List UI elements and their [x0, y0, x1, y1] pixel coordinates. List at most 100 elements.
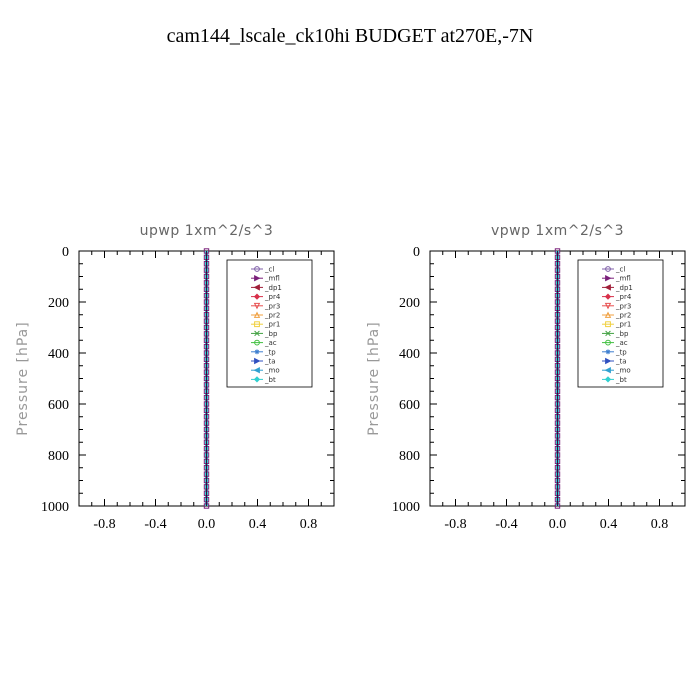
legend-item: _pr3	[602, 302, 631, 310]
legend-marker	[254, 330, 260, 337]
legend-item: _ac	[602, 339, 628, 347]
legend-marker	[254, 266, 260, 272]
legend-marker	[253, 311, 261, 318]
chart-panel-1: upwp 1xm^2/s^3 Pressure [hPa] -0.8 -0.4 0.0 0…	[15, 223, 335, 532]
legend-label: _pr2	[264, 312, 280, 320]
legend-item: _bp	[251, 330, 278, 338]
legend-marker	[605, 321, 611, 328]
legend-box	[577, 259, 664, 388]
legend-label: _ta	[264, 358, 276, 366]
legend-label: _pr3	[264, 302, 280, 310]
legend-marker	[605, 330, 611, 337]
y-tick-label: 1000	[41, 500, 69, 515]
legend-label: _dp1	[264, 284, 282, 292]
legend-label: _cl	[615, 266, 625, 274]
y-axis-label: Pressure [hPa]	[366, 321, 382, 435]
legend-label: _tp	[615, 348, 627, 356]
legend-label: _mfl	[615, 275, 631, 283]
legend-marker	[605, 274, 612, 282]
y-tick-label: 200	[48, 296, 69, 311]
legend-label: _bt	[264, 376, 276, 384]
legend-marker	[253, 284, 260, 291]
legend-item: _tp	[251, 348, 276, 356]
legend-item: _mo	[602, 367, 631, 375]
legend-item: _mfl	[602, 275, 631, 283]
x-tick-label: -0.4	[495, 517, 517, 532]
x-tick-label: -0.8	[93, 517, 115, 532]
legend-item: _ta	[602, 358, 627, 366]
legend-label: _mo	[264, 367, 280, 375]
legend-label: _pr1	[264, 321, 280, 329]
legend-item: _cl	[602, 266, 625, 274]
panel-title: upwp 1xm^2/s^3	[140, 223, 274, 239]
legend-label: _mo	[615, 367, 631, 375]
y-axis-label: Pressure [hPa]	[15, 321, 31, 435]
legend-marker	[604, 311, 612, 318]
x-tick-label: -0.4	[144, 517, 166, 532]
x-tick-label: -0.8	[444, 517, 466, 532]
y-tick-label: 400	[48, 347, 69, 362]
legend-marker	[254, 339, 260, 346]
y-tick-label: 400	[399, 347, 420, 362]
legend-marker	[253, 376, 261, 383]
x-tick-label: 0.4	[249, 517, 267, 532]
legend-marker	[254, 274, 261, 282]
legend-item: _pr4	[602, 293, 632, 301]
legend-marker	[253, 366, 260, 374]
x-tick-label: 0.8	[300, 517, 318, 532]
legend-marker	[605, 357, 612, 365]
legend-label: _bp	[615, 330, 629, 338]
legend-item: _mfl	[251, 275, 280, 283]
legend-item: _ta	[251, 358, 276, 366]
legend-label: _dp1	[615, 284, 633, 292]
x-tick-label: 0.8	[651, 517, 669, 532]
y-tick-label: 200	[399, 296, 420, 311]
legend-item: _pr3	[251, 302, 280, 310]
legend-label: _pr4	[615, 293, 632, 301]
legend-item: _pr1	[251, 321, 280, 329]
legend-marker	[604, 284, 611, 291]
legend-item: _bt	[251, 376, 276, 384]
legend-item: _mo	[251, 367, 280, 375]
legend-item: _pr4	[251, 293, 281, 301]
legend-item: _cl	[251, 266, 274, 274]
legend-item: _pr1	[602, 321, 631, 329]
legend-marker	[604, 376, 612, 383]
legend-label: _bp	[264, 330, 278, 338]
legend: _cl_mfl_dp1_pr4_pr3_pr2_pr1_bp_ac_tp_ta_…	[577, 259, 664, 388]
legend-marker	[253, 302, 261, 310]
legend: _cl_mfl_dp1_pr4_pr3_pr2_pr1_bp_ac_tp_ta_…	[226, 259, 313, 388]
legend-marker	[604, 366, 611, 374]
legend-label: _pr2	[615, 312, 631, 320]
legend-marker	[254, 321, 260, 328]
legend-label: _bt	[615, 376, 627, 384]
x-tick-label: 0.0	[549, 517, 567, 532]
legend-marker	[605, 266, 611, 272]
legend-label: _tp	[264, 348, 276, 356]
legend-marker	[254, 357, 261, 365]
legend-item: _bp	[602, 330, 629, 338]
y-tick-label: 1000	[392, 500, 420, 515]
legend-label: _pr1	[615, 321, 631, 329]
legend-box	[226, 259, 313, 388]
y-tick-label: 800	[399, 449, 420, 464]
legend-item: _tp	[602, 348, 627, 356]
legend-marker	[605, 339, 611, 346]
y-tick-label: 600	[399, 398, 420, 413]
legend-item: _dp1	[602, 284, 633, 292]
legend-label: _cl	[264, 266, 274, 274]
x-tick-label: 0.0	[198, 517, 216, 532]
legend-label: _ac	[615, 339, 628, 347]
legend-marker	[604, 302, 612, 310]
legend-item: _pr2	[251, 311, 280, 320]
legend-marker	[604, 293, 612, 300]
x-tick-label: 0.4	[600, 517, 618, 532]
y-tick-label: 0	[62, 245, 69, 260]
legend-item: _bt	[602, 376, 627, 384]
legend-label: _ac	[264, 339, 277, 347]
panel-title: vpwp 1xm^2/s^3	[491, 223, 624, 239]
legend-item: _dp1	[251, 284, 282, 292]
y-tick-label: 0	[413, 245, 420, 260]
legend-item: _pr2	[602, 311, 631, 320]
